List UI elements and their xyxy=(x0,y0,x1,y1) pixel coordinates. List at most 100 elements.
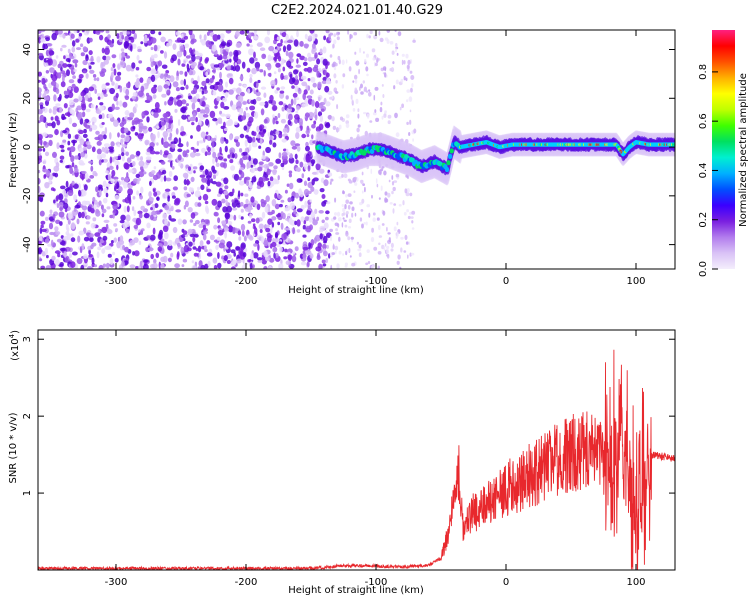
x-tick-label: 0 xyxy=(503,276,509,287)
noise-blob xyxy=(47,134,54,138)
noise-blob xyxy=(335,228,338,232)
noise-blob xyxy=(195,219,200,225)
noise-blob xyxy=(138,232,141,236)
noise-blob xyxy=(63,55,66,60)
noise-blob xyxy=(281,138,287,143)
noise-blob xyxy=(88,50,93,56)
noise-blob xyxy=(325,210,330,215)
noise-blob xyxy=(372,57,376,61)
noise-blob xyxy=(318,210,324,214)
noise-blob xyxy=(126,157,132,163)
noise-blob xyxy=(274,253,279,258)
noise-blob xyxy=(325,72,330,78)
noise-blob xyxy=(144,139,150,145)
noise-blob xyxy=(206,178,211,187)
noise-blob xyxy=(52,188,56,192)
noise-blob xyxy=(132,106,137,114)
noise-blob xyxy=(167,257,172,263)
noise-blob xyxy=(296,229,301,233)
noise-blob xyxy=(260,86,267,90)
noise-blob xyxy=(206,188,212,193)
noise-blob xyxy=(268,162,274,167)
noise-blob xyxy=(170,205,174,212)
noise-blob xyxy=(109,258,114,265)
noise-blob xyxy=(335,232,340,235)
noise-blob xyxy=(272,142,277,148)
noise-blob xyxy=(59,206,63,212)
noise-blob xyxy=(341,173,344,178)
noise-blob xyxy=(345,123,350,129)
noise-blob xyxy=(354,212,357,217)
noise-blob xyxy=(377,251,382,255)
noise-blob xyxy=(249,44,253,48)
noise-blob xyxy=(125,228,130,234)
noise-blob xyxy=(90,165,94,172)
noise-blob xyxy=(333,73,337,79)
noise-blob xyxy=(304,33,308,40)
noise-blob xyxy=(86,144,92,150)
noise-blob xyxy=(262,128,267,133)
noise-blob xyxy=(366,204,371,208)
noise-blob xyxy=(116,100,119,106)
noise-blob xyxy=(99,189,102,197)
snr-scale-label: (x104) xyxy=(8,330,21,361)
noise-blob xyxy=(133,117,140,123)
noise-blob xyxy=(64,193,69,199)
noise-blob xyxy=(279,30,285,33)
noise-blob xyxy=(89,237,94,243)
noise-blob xyxy=(409,70,413,74)
noise-blob xyxy=(302,92,307,101)
noise-blob xyxy=(239,108,243,115)
noise-blob xyxy=(364,58,367,63)
noise-blob xyxy=(259,124,265,130)
noise-blob xyxy=(315,163,321,171)
noise-blob xyxy=(46,254,49,259)
noise-blob xyxy=(153,53,158,59)
noise-blob xyxy=(56,203,60,208)
noise-blob xyxy=(406,89,411,93)
noise-blob xyxy=(313,237,317,244)
noise-blob xyxy=(187,228,193,234)
noise-blob xyxy=(38,36,41,44)
noise-blob xyxy=(319,225,326,232)
noise-blob xyxy=(88,204,93,208)
noise-blob xyxy=(274,89,279,94)
noise-blob xyxy=(148,191,152,198)
noise-blob xyxy=(111,103,115,111)
noise-blob xyxy=(172,81,179,88)
noise-blob xyxy=(43,159,47,165)
noise-blob xyxy=(213,211,219,217)
noise-blob xyxy=(176,96,180,100)
noise-blob xyxy=(226,241,233,248)
noise-blob xyxy=(170,160,173,168)
noise-blob xyxy=(225,81,228,88)
noise-blob xyxy=(163,150,169,156)
noise-blob xyxy=(68,52,72,58)
noise-blob xyxy=(57,72,62,79)
noise-blob xyxy=(110,67,114,72)
noise-blob xyxy=(258,235,263,242)
noise-blob xyxy=(234,153,238,159)
noise-blob xyxy=(201,147,206,153)
noise-blob xyxy=(149,142,155,148)
noise-blob xyxy=(67,189,74,197)
snr-frame xyxy=(37,329,676,571)
noise-blob xyxy=(101,47,105,54)
noise-blob xyxy=(54,226,59,232)
noise-blob xyxy=(216,236,221,241)
noise-blob xyxy=(223,190,229,196)
noise-blob xyxy=(411,210,416,215)
noise-blob xyxy=(56,238,62,243)
noise-blob xyxy=(219,110,223,115)
noise-blob xyxy=(282,66,286,72)
noise-blob xyxy=(354,51,357,55)
noise-blob xyxy=(357,248,362,252)
noise-blob xyxy=(164,101,167,106)
noise-blob xyxy=(311,178,315,186)
noise-blob xyxy=(49,50,53,56)
noise-blob xyxy=(395,42,398,48)
noise-blob xyxy=(154,203,159,209)
noise-blob xyxy=(148,126,153,132)
noise-blob xyxy=(54,129,59,136)
noise-blob xyxy=(121,118,127,125)
